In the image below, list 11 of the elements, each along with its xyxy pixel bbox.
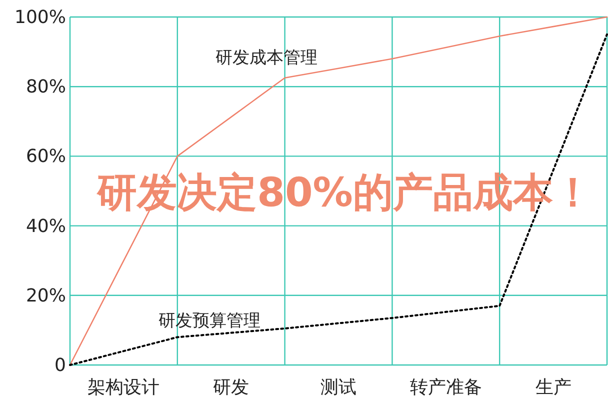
y-tick-label: 40% (26, 216, 66, 237)
x-tick-label: 研发 (213, 377, 250, 398)
y-tick-label: 100% (14, 7, 66, 28)
y-tick-label: 60% (26, 146, 66, 168)
x-tick-label: 生产 (535, 377, 572, 398)
x-tick-label: 测试 (320, 377, 356, 398)
y-tick-label: 80% (26, 76, 66, 98)
y-tick-label: 0 (54, 355, 66, 376)
x-tick-label: 架构设计 (88, 377, 160, 398)
y-tick-label: 20% (26, 285, 66, 306)
x-tick-label: 转产准备 (410, 377, 482, 398)
